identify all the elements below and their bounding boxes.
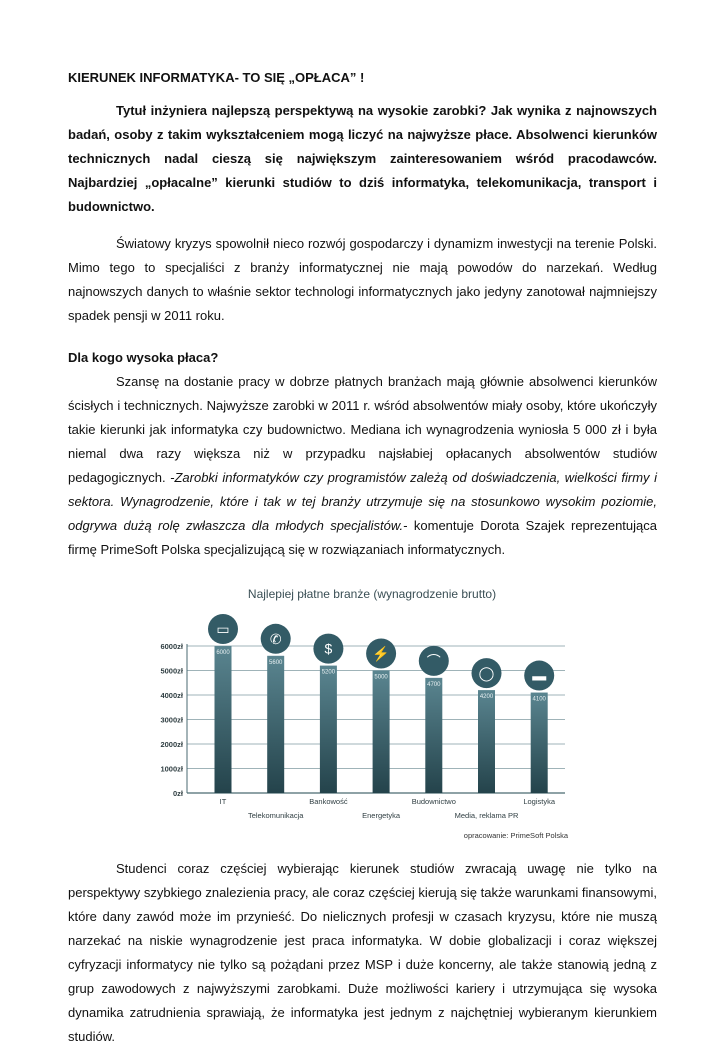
y-tick-label: 1000zł [160,765,183,774]
paragraph-salary-text: Szansę na dostanie pracy w dobrze płatny… [68,374,657,485]
bar [214,646,232,793]
x-tick-label: Telekomunikacja [248,811,304,820]
chart-source: opracowanie: PrimeSoft Polska [464,831,569,840]
paragraph-salary: Szansę na dostanie pracy w dobrze płatny… [68,370,657,562]
article-title: KIERUNEK INFORMATYKA- TO SIĘ „OPŁACA” ! [68,70,365,85]
data-label: 6000 [216,650,230,656]
y-tick-label: 3000zł [160,716,183,725]
data-label: 5000 [374,675,388,681]
bar [478,690,495,793]
data-label: 5200 [322,670,336,676]
bar [319,665,337,793]
quote: -Zarobki informatyków czy programistów z… [68,470,657,533]
y-tick-label: 4000zł [160,691,183,700]
x-tick-label: Energetyka [362,811,401,820]
data-label: 4700 [427,682,441,688]
chart-container: Najlepiej płatne branże (wynagrodzenie b… [150,580,580,845]
icon-circle [208,614,238,644]
icon-circle [366,638,397,669]
data-label: 4200 [480,694,494,700]
chart-title: Najlepiej płatne branże (wynagrodzenie b… [248,587,496,601]
attribution: - komentuje Dorota Szajek reprezentująca… [68,518,657,557]
x-tick-label: Logistyka [523,797,556,806]
subheading: Dla kogo wysoka płaca? [68,350,219,365]
icon-circle [313,633,344,664]
x-tick-label: IT [220,797,227,806]
bridge-icon: ⌒ [427,653,441,669]
bar [267,655,285,793]
lightning-icon: ⚡ [372,646,389,663]
phone-icon: ✆ [270,631,282,647]
document-body: KIERUNEK INFORMATYKA- TO SIĘ „OPŁACA” ! … [68,0,657,1049]
laptop-icon: ▭ [216,621,229,637]
y-tick-label: 0zł [173,789,184,798]
bar [425,677,443,793]
y-tick-label: 6000zł [160,642,183,651]
icon-circle [471,658,502,689]
paragraph-crisis: Światowy kryzys spowolnił nieco rozwój g… [68,236,657,323]
icon-circle [260,623,291,654]
icon-circle [418,645,449,676]
paragraph-students: Studenci coraz częściej wybierając kieru… [68,861,657,1044]
x-tick-label: Media, reklama PR [455,811,519,820]
y-tick-label: 2000zł [160,740,183,749]
bar [530,692,548,793]
data-label: 5600 [269,660,283,666]
money-icon: $ [325,641,333,657]
lead-paragraph: Tytuł inżyniera najlepszą perspektywą na… [68,103,657,214]
x-tick-label: Bankowość [309,797,348,806]
data-label: 4100 [533,697,547,703]
y-tick-label: 5000zł [160,667,183,676]
icon-circle [524,660,555,691]
salary-chart: Najlepiej płatne branże (wynagrodzenie b… [160,587,569,840]
lightbulb-icon: ◯ [479,665,495,682]
bar [372,670,390,793]
truck-icon: ▬ [532,668,546,684]
x-tick-label: Budownictwo [412,797,456,806]
